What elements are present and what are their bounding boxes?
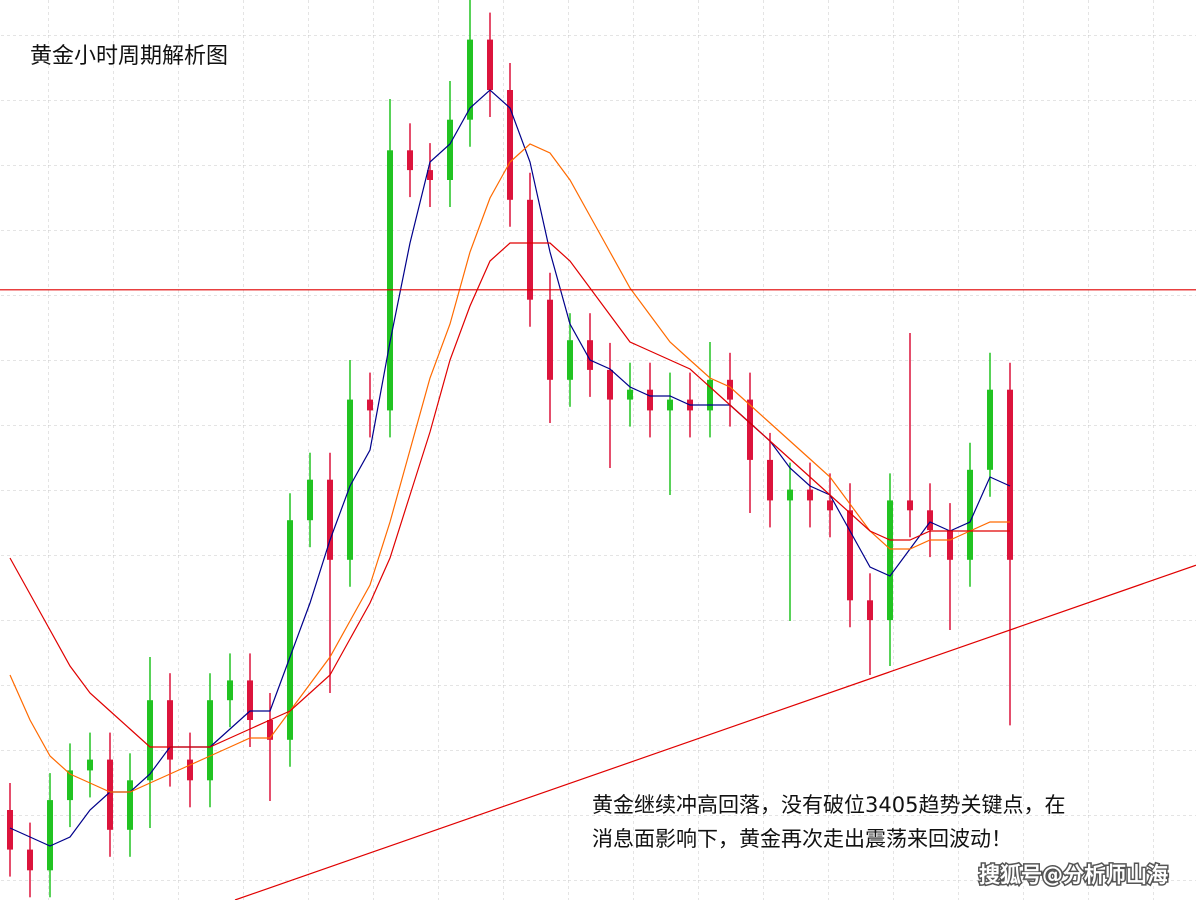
annotation: 黄金继续冲高回落，没有破位3405趋势关键点，在 <box>592 793 1065 817</box>
candle-body <box>467 39 473 120</box>
candle-body <box>647 389 653 411</box>
candle-body <box>287 520 293 740</box>
candle-body <box>587 340 593 370</box>
candle-body <box>907 500 913 511</box>
candle-body <box>247 680 253 720</box>
candle-body <box>927 510 933 531</box>
candle-body <box>107 759 113 830</box>
candle-body <box>447 119 453 180</box>
candle-body <box>487 39 493 90</box>
candle-body <box>627 389 633 400</box>
candle-body <box>827 500 833 511</box>
candle-body <box>767 459 773 501</box>
moving-average <box>9 242 1010 748</box>
candle-body <box>807 489 813 501</box>
candle-body <box>207 700 213 781</box>
candle-body <box>847 510 853 601</box>
candle-body <box>527 199 533 300</box>
candle-body <box>667 399 673 411</box>
candle-body <box>387 150 393 411</box>
candle-body <box>1007 389 1013 560</box>
candle-body <box>947 530 953 560</box>
annotation: 消息面影响下，黄金再次走出震荡来回波动！ <box>592 827 1012 851</box>
candle-body <box>607 369 613 400</box>
candle-body <box>7 810 13 850</box>
candle-body <box>127 780 133 830</box>
candle-body <box>367 399 373 411</box>
candle-body <box>67 770 73 801</box>
candle-body <box>267 720 273 740</box>
candle-body <box>187 759 193 781</box>
candle-body <box>347 399 353 560</box>
candle-body <box>507 90 513 200</box>
candle-body <box>167 700 173 760</box>
candle-body <box>867 600 873 621</box>
candle-body <box>407 150 413 171</box>
watermark: 搜狐号@分析师山海 <box>979 863 1168 887</box>
candle-body <box>567 340 573 380</box>
candle-body <box>147 700 153 781</box>
chart-title: 黄金小时周期解析图 <box>30 44 228 69</box>
candle-body <box>27 849 33 871</box>
candle-body <box>707 379 713 411</box>
candle-body <box>47 800 53 871</box>
candle-body <box>787 489 793 501</box>
trendline <box>234 564 1196 900</box>
candle-body <box>727 379 733 400</box>
candle-body <box>227 680 233 701</box>
candle-body <box>747 399 753 460</box>
candle-body <box>547 299 553 380</box>
candle-body <box>967 469 973 560</box>
candle-body <box>307 479 313 521</box>
candle-body <box>887 500 893 621</box>
candle-body <box>987 389 993 470</box>
moving-average <box>9 143 1010 793</box>
candle-body <box>427 170 433 180</box>
candle-body <box>87 759 93 771</box>
candle-body <box>327 479 333 560</box>
